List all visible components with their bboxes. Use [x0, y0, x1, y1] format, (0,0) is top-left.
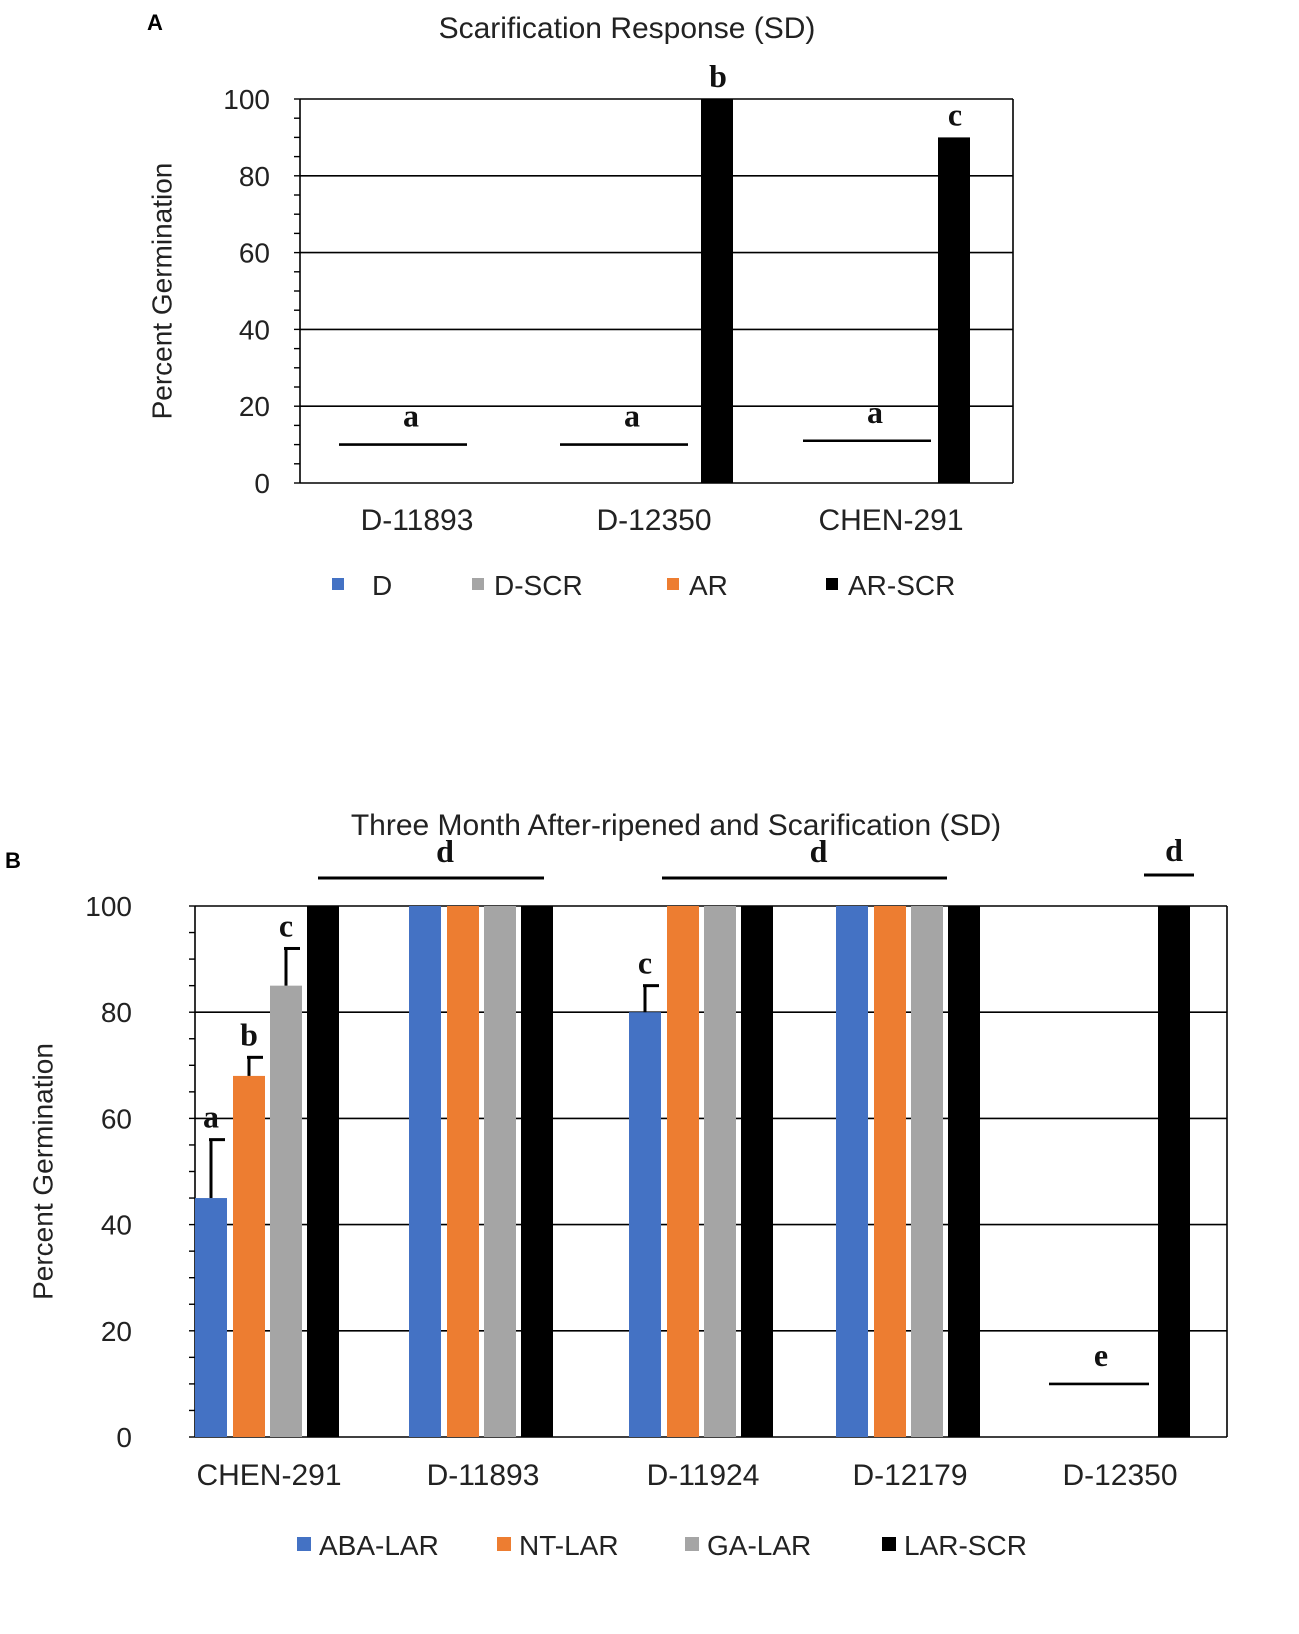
- chart-a-ytick-label: 20: [239, 391, 270, 422]
- chart-b-ytick-label: 100: [85, 891, 132, 922]
- chart-b-category-label: CHEN-291: [196, 1459, 341, 1492]
- chart-b-sig-label: d: [436, 833, 454, 869]
- chart-a-ytick-label: 0: [254, 468, 270, 499]
- chart-b-bar-nt-lar: [667, 906, 699, 1437]
- chart-b-bar-lar-scr: [948, 906, 980, 1437]
- chart-b-bar-nt-lar: [874, 906, 906, 1437]
- chart-b-legend-swatch-aba-lar: [297, 1537, 311, 1551]
- chart-b-category-label: D-12350: [1062, 1459, 1177, 1492]
- chart-a-sig-label: a: [403, 398, 419, 434]
- chart-a-bar-ar-scr: [938, 137, 970, 483]
- chart-b-bar-aba-lar: [409, 906, 441, 1437]
- chart-b-bar-aba-lar: [836, 906, 868, 1437]
- chart-b-ylabel: Percent Germination: [27, 1043, 58, 1300]
- chart-b-ytick-label: 60: [101, 1103, 132, 1134]
- chart-a-sig-label: c: [948, 96, 962, 132]
- chart-b-bar-nt-lar: [233, 1075, 265, 1437]
- chart-b-bar-aba-lar: [195, 1198, 227, 1437]
- chart-a-category-label: CHEN-291: [818, 504, 963, 537]
- chart-a-title: Scarification Response (SD): [439, 12, 816, 45]
- chart-a: A Scarification Response (SD) Percent Germ…: [146, 10, 1014, 601]
- chart-b-bar-ga-lar: [704, 906, 736, 1437]
- chart-b-sig-label: c: [638, 945, 652, 981]
- chart-b-sig-label: b: [240, 1016, 258, 1052]
- chart-a-legend-label-ar: AR: [689, 570, 728, 601]
- chart-a-category-label: D-11893: [361, 504, 474, 537]
- chart-b-sig-label: e: [1094, 1337, 1108, 1373]
- chart-b-bar-nt-lar: [447, 906, 479, 1437]
- chart-b-category-label: D-12179: [852, 1459, 967, 1492]
- chart-b-bar-ga-lar: [911, 906, 943, 1437]
- chart-a-category-label: D-12350: [596, 504, 711, 537]
- chart-a-bar-ar-scr: [701, 99, 733, 483]
- chart-a-legend-swatch-ar-scr: [826, 578, 838, 590]
- chart-b-legend-label-aba-lar: ABA-LAR: [319, 1530, 439, 1561]
- chart-b-sig-label: a: [203, 1099, 219, 1135]
- chart-b-sig-label: d: [810, 833, 828, 869]
- chart-b-bar-lar-scr: [521, 906, 553, 1437]
- chart-a-sig-label: a: [624, 398, 640, 434]
- chart-b-title: Three Month After-ripened and Scarificat…: [351, 809, 1001, 842]
- chart-b-bar-lar-scr: [741, 906, 773, 1437]
- chart-a-legend-label-d-scr: D-SCR: [494, 570, 583, 601]
- chart-a-ytick-label: 40: [239, 314, 270, 345]
- chart-b-sig-label: d: [1165, 832, 1183, 868]
- chart-a-legend-label-ar-scr: AR-SCR: [848, 570, 955, 601]
- chart-b-ytick-label: 20: [101, 1316, 132, 1347]
- chart-b-bar-ga-lar: [484, 906, 516, 1437]
- chart-a-ytick-label: 60: [239, 238, 270, 269]
- chart-b-legend-label-lar-scr: LAR-SCR: [904, 1530, 1027, 1561]
- chart-a-ylabel: Percent Germination: [146, 163, 177, 420]
- chart-a-legend-label-d: D: [372, 570, 392, 601]
- chart-b-sig-label: c: [279, 907, 293, 943]
- chart-b-ytick-label: 80: [101, 997, 132, 1028]
- chart-a-sig-label: a: [867, 394, 883, 430]
- chart-b-panel-letter: B: [5, 848, 21, 873]
- chart-b: B Three Month After-ripened and Scarifica…: [5, 809, 1228, 1561]
- chart-a-ytick-label: 80: [239, 161, 270, 192]
- chart-b-category-label: D-11924: [647, 1459, 760, 1492]
- chart-a-ytick-label: 100: [223, 84, 270, 115]
- chart-b-bar-lar-scr: [307, 906, 339, 1437]
- chart-b-legend-swatch-nt-lar: [497, 1537, 511, 1551]
- chart-b-ytick-label: 0: [116, 1422, 132, 1453]
- chart-b-category-label: D-11893: [427, 1459, 540, 1492]
- chart-a-legend-swatch-d-scr: [472, 578, 484, 590]
- chart-b-legend-swatch-lar-scr: [882, 1537, 896, 1551]
- chart-b-bar-lar-scr: [1158, 906, 1190, 1437]
- chart-b-legend-label-nt-lar: NT-LAR: [519, 1530, 619, 1561]
- chart-a-sig-label: b: [709, 58, 727, 94]
- chart-b-ytick-label: 40: [101, 1210, 132, 1241]
- chart-b-bar-ga-lar: [270, 985, 302, 1437]
- chart-b-legend-label-ga-lar: GA-LAR: [707, 1530, 811, 1561]
- chart-b-bar-aba-lar: [629, 1012, 661, 1437]
- chart-a-legend-swatch-d: [332, 578, 344, 590]
- chart-a-panel-letter: A: [147, 10, 163, 35]
- chart-b-legend-swatch-ga-lar: [685, 1537, 699, 1551]
- chart-a-legend-swatch-ar: [667, 578, 679, 590]
